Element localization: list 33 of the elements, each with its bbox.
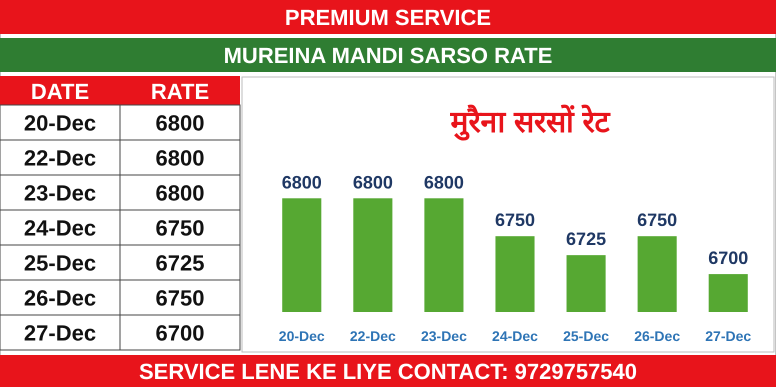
x-tick-label: 25-Dec — [563, 328, 610, 344]
x-tick-label: 22-Dec — [350, 328, 396, 344]
data-label: 6700 — [708, 248, 748, 268]
category-label: 22-Dec — [24, 146, 96, 170]
data-label: 6800 — [282, 172, 322, 192]
category-label: 20-Dec — [24, 110, 96, 136]
chart-subtitle: MUREINA MANDI SARSO RATE — [224, 43, 552, 68]
data-label: 6800 — [156, 146, 204, 170]
data-label: 6725 — [566, 229, 606, 250]
category-label: 24-Dec — [24, 216, 96, 240]
data-label: 6800 — [156, 110, 204, 136]
data-label: 6700 — [156, 320, 204, 346]
data-label: 6800 — [156, 180, 204, 206]
data-label: 6750 — [494, 210, 536, 230]
x-tick-label: 26-Dec — [634, 328, 680, 344]
data-label: 6800 — [352, 172, 393, 192]
data-label: 6750 — [156, 286, 204, 310]
text: SERVICE LENE KE LIYE CONTACT: 9729757540 — [138, 359, 638, 384]
category-label: 26-Dec — [24, 286, 96, 310]
data-label: 6750 — [637, 210, 678, 230]
data-label: 6750 — [156, 216, 204, 240]
category-label: 25-Dec — [24, 250, 96, 276]
x-tick-label: 27-Dec — [705, 328, 752, 344]
text: PREMIUM SERVICE — [284, 5, 492, 30]
data-label: 6725 — [156, 250, 204, 276]
category-label: 23-Dec — [24, 180, 96, 206]
x-tick-label: 23-Dec — [420, 328, 468, 344]
text: DATE — [30, 79, 90, 104]
text: मुरैना सरसों रेट — [450, 104, 612, 141]
x-tick-label: 24-Dec — [492, 328, 538, 344]
text: RATE — [150, 79, 210, 104]
data-label: 6800 — [424, 172, 464, 192]
x-tick-label: 20-Dec — [278, 328, 325, 344]
